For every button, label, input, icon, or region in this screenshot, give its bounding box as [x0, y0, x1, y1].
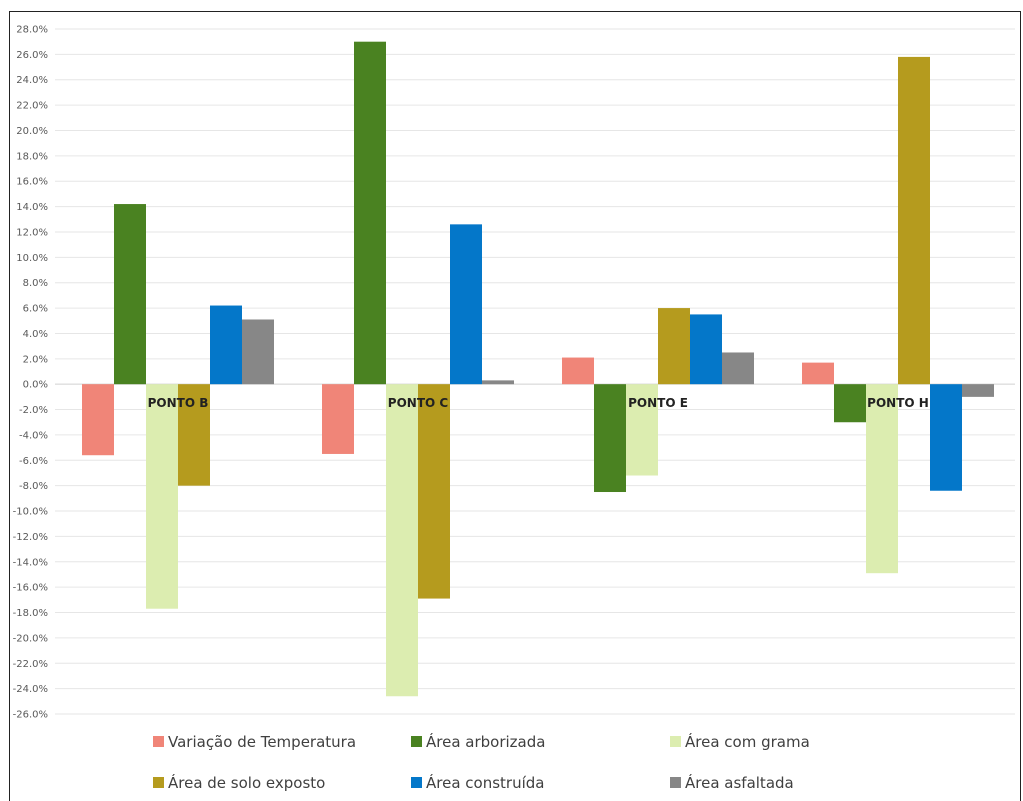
bar	[242, 319, 274, 385]
bar	[482, 380, 514, 385]
bar	[866, 384, 898, 574]
y-tick-label: 10.0%	[16, 253, 48, 264]
legend-swatch	[411, 777, 422, 788]
y-tick-label: 12.0%	[16, 227, 48, 238]
bar	[802, 362, 834, 385]
bar	[626, 384, 658, 476]
bar	[658, 308, 690, 385]
y-tick-label: 2.0%	[23, 354, 48, 365]
bar	[722, 352, 754, 385]
legend-swatch	[153, 777, 164, 788]
bar	[690, 314, 722, 385]
y-tick-label: 6.0%	[23, 304, 48, 315]
bar	[114, 204, 146, 385]
y-tick-label: 28.0%	[16, 25, 48, 36]
legend-swatch	[153, 736, 164, 747]
bar	[594, 384, 626, 493]
y-tick-label: 20.0%	[16, 126, 48, 137]
y-tick-label: 18.0%	[16, 151, 48, 162]
bar	[834, 384, 866, 423]
legend-label: Variação de Temperatura	[168, 733, 356, 751]
y-tick-label: 8.0%	[23, 278, 48, 289]
legend-label: Área de solo exposto	[168, 773, 325, 792]
y-tick-label: -24.0%	[13, 684, 48, 695]
legend-swatch	[670, 777, 681, 788]
y-tick-label: -20.0%	[13, 633, 48, 644]
bar	[450, 224, 482, 385]
bar	[354, 41, 386, 385]
legend-label: Área com grama	[685, 732, 810, 751]
legend-label: Área arborizada	[426, 732, 545, 751]
chart-frame	[9, 11, 1021, 801]
bar	[210, 305, 242, 385]
category-label: PONTO B	[148, 396, 209, 410]
y-tick-label: 22.0%	[16, 101, 48, 112]
bar	[962, 384, 994, 397]
bar	[322, 384, 354, 454]
legend-swatch	[670, 736, 681, 747]
y-tick-label: -10.0%	[13, 507, 48, 518]
category-label: PONTO E	[628, 396, 688, 410]
y-tick-label: 14.0%	[16, 202, 48, 213]
y-tick-label: 26.0%	[16, 50, 48, 61]
legend-swatch	[411, 736, 422, 747]
y-tick-label: -6.0%	[19, 456, 48, 467]
y-tick-label: -14.0%	[13, 557, 48, 568]
y-tick-label: -4.0%	[19, 430, 48, 441]
y-tick-label: -16.0%	[13, 583, 48, 594]
y-tick-label: 0.0%	[23, 380, 48, 391]
y-tick-label: -22.0%	[13, 659, 48, 670]
y-tick-label: -2.0%	[19, 405, 48, 416]
bar	[930, 384, 962, 491]
y-tick-label: -12.0%	[13, 532, 48, 543]
y-tick-label: 16.0%	[16, 177, 48, 188]
bar	[82, 384, 114, 456]
bar	[898, 56, 930, 385]
category-label: PONTO C	[388, 396, 449, 410]
bar	[418, 384, 450, 599]
bar	[386, 384, 418, 697]
bar	[562, 357, 594, 385]
y-tick-label: -26.0%	[13, 710, 48, 721]
y-tick-label: 4.0%	[23, 329, 48, 340]
bar	[178, 384, 210, 486]
y-tick-label: 24.0%	[16, 75, 48, 86]
y-tick-label: -18.0%	[13, 608, 48, 619]
y-tick-label: -8.0%	[19, 481, 48, 492]
bar	[146, 384, 178, 609]
legend-label: Área asfaltada	[685, 773, 794, 792]
category-label: PONTO H	[867, 396, 929, 410]
legend-label: Área construída	[426, 773, 544, 792]
